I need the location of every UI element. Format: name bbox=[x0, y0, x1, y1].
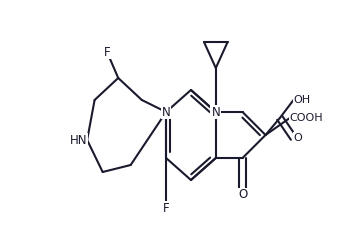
Text: O: O bbox=[294, 133, 302, 143]
Text: F: F bbox=[104, 45, 110, 58]
Text: F: F bbox=[163, 202, 169, 214]
Text: N: N bbox=[211, 106, 220, 119]
Text: COOH: COOH bbox=[290, 113, 323, 123]
Text: HN: HN bbox=[70, 133, 87, 146]
Text: OH: OH bbox=[294, 95, 311, 105]
Text: O: O bbox=[238, 189, 247, 202]
Text: N: N bbox=[162, 106, 171, 119]
